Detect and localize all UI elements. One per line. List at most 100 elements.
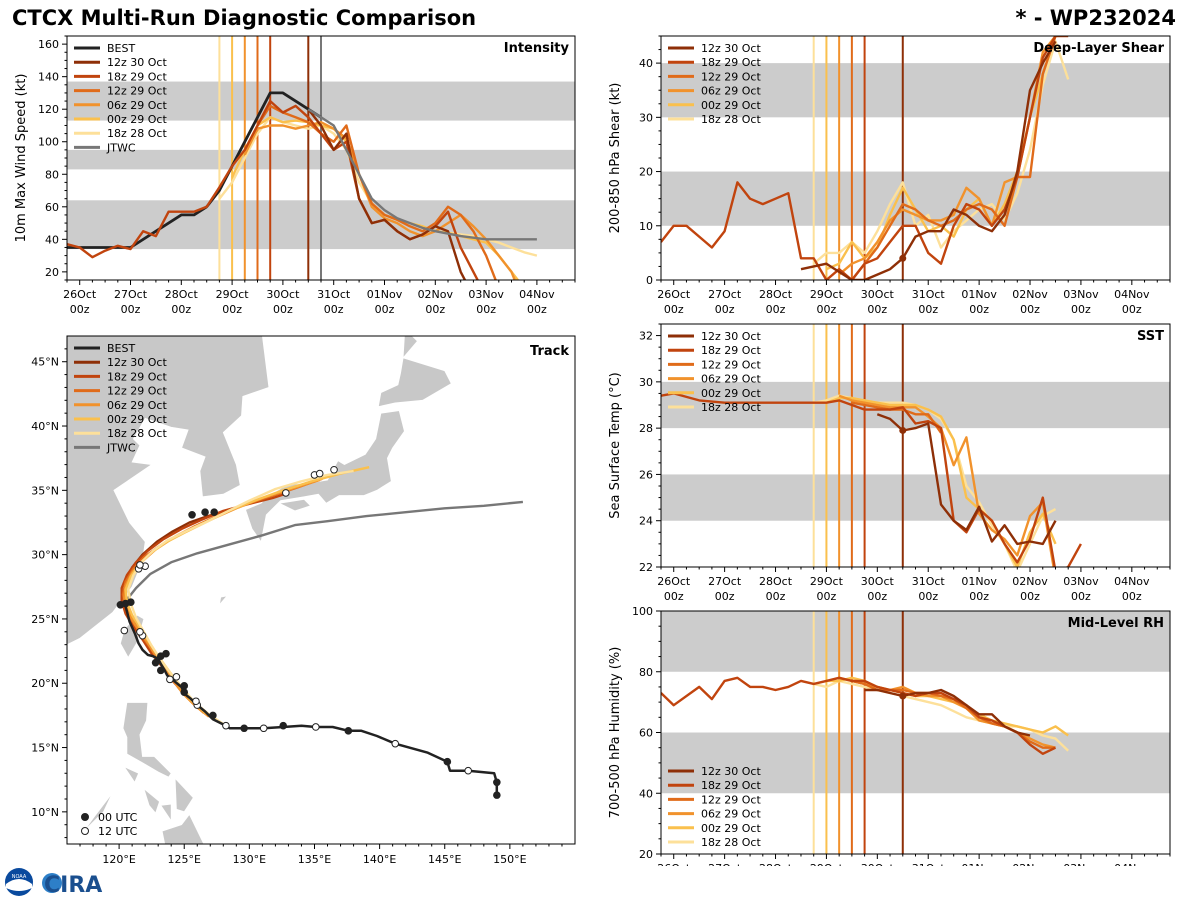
y-tick-label: 28 xyxy=(639,422,653,435)
x-tick-label: 02Nov xyxy=(1012,575,1048,588)
land-shape xyxy=(143,787,160,814)
panel-title: Track xyxy=(530,344,569,359)
x-tick-label: 31Oct xyxy=(317,288,351,301)
x-tick-label: 29Oct xyxy=(810,288,844,301)
y-tick-label: 35°N xyxy=(31,484,59,497)
shaded-band xyxy=(661,732,1170,794)
y-tick-label: 120 xyxy=(38,103,59,116)
cira-globe-icon xyxy=(42,873,62,893)
y-tick-label: 30°N xyxy=(31,549,59,562)
land-shape xyxy=(174,777,194,813)
x-tick-label: 01Nov xyxy=(961,575,997,588)
x-tick-label: 00z xyxy=(121,303,141,316)
land-shape xyxy=(161,813,205,844)
x-tick-label: 00z xyxy=(918,303,938,316)
x-tick-label: 00z xyxy=(715,303,735,316)
panel-title: Intensity xyxy=(504,41,570,56)
legend-label: 18z 29 Oct xyxy=(107,70,167,83)
y-tick-label: 20 xyxy=(639,848,653,861)
series-line xyxy=(825,396,1057,567)
shaded-band xyxy=(661,611,1170,672)
y-tick-label: 0 xyxy=(646,274,653,287)
legend-label: 18z 28 Oct xyxy=(107,427,167,440)
panel-title: SST xyxy=(1137,329,1164,344)
cira-logo-text: CIRA xyxy=(44,873,102,898)
panel-shear: 26Oct 00z 27Oct 00z 28Oct 00z 29Oct 00z 30Oct 00z… xyxy=(608,35,1171,316)
x-tick-label: 02Nov xyxy=(1012,288,1048,301)
marker-00utc xyxy=(493,791,501,799)
x-tick-label: 00z xyxy=(324,303,344,316)
x-tick-label: 00z xyxy=(664,303,684,316)
marker-12utc xyxy=(315,469,324,478)
y-tick-label: 26 xyxy=(639,468,653,481)
x-tick-label: 03Nov xyxy=(1063,288,1099,301)
x-tick-label: 00z xyxy=(969,303,989,316)
series-line xyxy=(661,676,1057,755)
x-tick-label: 28Oct xyxy=(165,288,199,301)
y-tick-label: 80 xyxy=(45,168,59,181)
series-line xyxy=(243,120,516,280)
x-tick-label: 00z xyxy=(1071,590,1091,603)
series-line xyxy=(67,99,479,280)
x-tick-label: 04Nov xyxy=(1114,575,1150,588)
legend-label: 18z 28 Oct xyxy=(107,127,167,140)
series-line xyxy=(876,413,1057,546)
marker-12utc xyxy=(166,675,174,684)
x-tick-label: 30Oct xyxy=(861,575,895,588)
x-tick-label: 00z xyxy=(969,590,989,603)
legend-label: 00z 29 Oct xyxy=(701,99,761,112)
legend-label: 12z 30 Oct xyxy=(701,330,761,343)
y-tick-label: 25°N xyxy=(31,613,59,626)
x-tick-label: 02Nov xyxy=(1012,862,1048,866)
page-title: CTCX Multi-Run Diagnostic Comparison xyxy=(12,6,477,30)
shaded-band xyxy=(661,474,1170,521)
legend-label: 06z 29 Oct xyxy=(107,99,167,112)
y-tick-label: 32 xyxy=(639,330,653,343)
legend-label: 18z 29 Oct xyxy=(701,56,761,69)
series-group xyxy=(661,676,1070,755)
legend-label: 18z 29 Oct xyxy=(107,370,167,383)
plot-background xyxy=(661,324,1170,567)
marker-00utc xyxy=(279,721,288,730)
land-group xyxy=(67,336,452,844)
marker-12utc xyxy=(330,465,338,474)
x-tick-label: 03Nov xyxy=(1063,862,1099,866)
x-tick-label: 00z xyxy=(1020,303,1040,316)
marker-12utc xyxy=(172,673,181,681)
series-line xyxy=(661,36,1069,280)
y-tick-label: 60 xyxy=(639,727,653,740)
x-tick-label: 02Nov xyxy=(418,288,454,301)
x-tick-label: 28Oct xyxy=(759,862,793,866)
land-shape xyxy=(218,595,229,607)
marker-00utc xyxy=(210,508,218,516)
legend-label: BEST xyxy=(107,342,135,355)
legend-label: 12z 29 Oct xyxy=(107,85,167,98)
y-axis-label: Sea Surface Temp (°C) xyxy=(608,372,623,519)
marker-00utc xyxy=(209,711,217,720)
series-group xyxy=(661,36,1070,280)
x-tick-label: 00z xyxy=(527,303,547,316)
legend-label: 12z 30 Oct xyxy=(107,356,167,369)
series-line xyxy=(256,104,497,280)
cira-logo: NOAA CIRA xyxy=(5,868,102,898)
legend-label: 06z 29 Oct xyxy=(701,373,761,386)
series-line xyxy=(307,108,537,241)
y-tick-label: 20 xyxy=(45,266,59,279)
x-tick-label: 145°E xyxy=(428,853,461,866)
marker-12utc xyxy=(282,489,290,497)
x-tick-label: 03Nov xyxy=(1063,575,1099,588)
series-line xyxy=(307,108,467,280)
legend-label: JTWC xyxy=(106,141,136,154)
legend-label: 12z 29 Oct xyxy=(701,70,761,83)
plot-frame xyxy=(66,335,576,845)
x-tick-label: 04Nov xyxy=(519,288,555,301)
x-tick-label: 29Oct xyxy=(810,862,844,866)
y-axis-label: 10m Max Wind Speed (kt) xyxy=(14,74,29,243)
x-tick-label: 00z xyxy=(766,590,786,603)
x-tick-label: 27Oct xyxy=(708,862,742,866)
x-tick-label: 150°E xyxy=(493,853,526,866)
y-tick-label: 20 xyxy=(639,166,653,179)
x-tick-label: 01Nov xyxy=(961,862,997,866)
marker-legend-label: 00 UTC xyxy=(98,811,138,824)
legend-label: 12z 29 Oct xyxy=(107,385,167,398)
